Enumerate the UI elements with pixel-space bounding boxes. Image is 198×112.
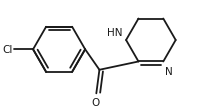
Text: Cl: Cl (3, 45, 13, 55)
Text: HN: HN (108, 28, 123, 38)
Text: N: N (165, 66, 172, 76)
Text: O: O (91, 97, 99, 107)
